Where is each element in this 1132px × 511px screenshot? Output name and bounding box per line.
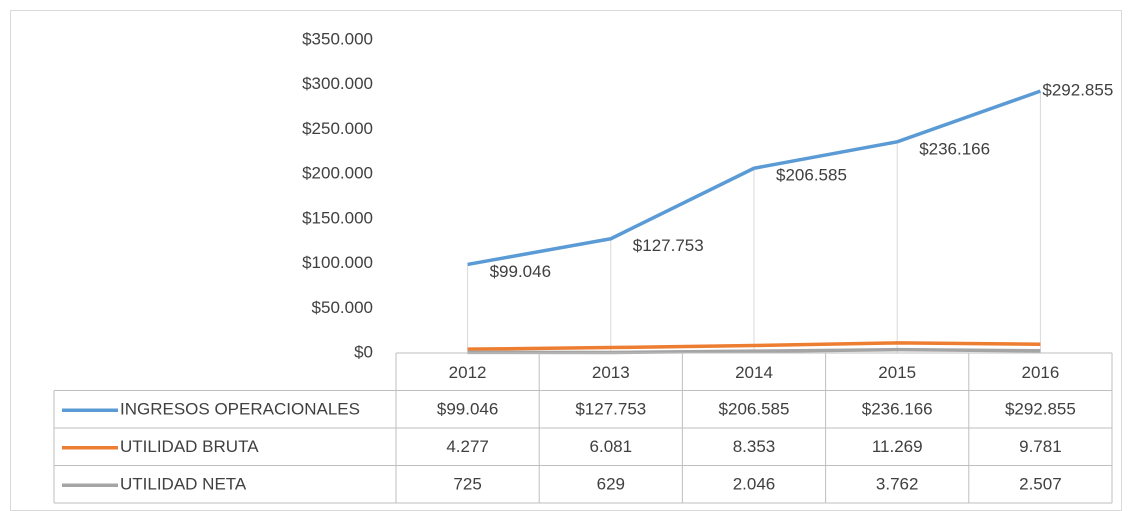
- table-cell: 9.781: [1019, 437, 1062, 456]
- table-cell: 2.046: [733, 475, 776, 494]
- chart-border: [10, 10, 1122, 511]
- y-tick-label: $100.000: [302, 253, 373, 272]
- y-tick-label: $300.000: [302, 74, 373, 93]
- x-tick-label: 2012: [449, 363, 487, 382]
- table-cell: $99.046: [437, 400, 498, 419]
- data-label: $236.166: [919, 139, 990, 158]
- table-cell: $206.585: [719, 400, 790, 419]
- data-label: $127.753: [633, 236, 704, 255]
- y-tick-label: $250.000: [302, 119, 373, 138]
- y-tick-label: $200.000: [302, 164, 373, 183]
- table-cell: 725: [453, 475, 481, 494]
- x-tick-label: 2014: [735, 363, 773, 382]
- x-tick-label: 2013: [592, 363, 630, 382]
- table-cell: 6.081: [590, 437, 633, 456]
- data-label: $99.046: [490, 262, 551, 281]
- table-cell: 3.762: [876, 475, 919, 494]
- table-cell: 629: [597, 475, 625, 494]
- table-cell: 8.353: [733, 437, 776, 456]
- x-tick-label: 2016: [1021, 363, 1059, 382]
- series-line: [467, 347, 1041, 355]
- y-tick-label: $0: [354, 342, 373, 361]
- x-tick-label: 2015: [878, 363, 916, 382]
- y-tick-label: $350.000: [302, 29, 373, 48]
- legend-label: INGRESOS OPERACIONALES: [120, 400, 360, 419]
- series-line: [467, 89, 1041, 267]
- y-tick-label: $50.000: [312, 298, 373, 317]
- table-cell: $292.855: [1005, 400, 1076, 419]
- series-line: [467, 341, 1041, 351]
- legend-label: UTILIDAD BRUTA: [120, 437, 259, 456]
- table-cell: 11.269: [872, 437, 923, 456]
- table-cell: 2.507: [1019, 475, 1062, 494]
- table-cell: $127.753: [575, 400, 646, 419]
- table-cell: $236.166: [862, 400, 933, 419]
- y-tick-label: $150.000: [302, 208, 373, 227]
- data-label: $292.855: [1042, 81, 1113, 100]
- table-cell: 4.277: [446, 437, 489, 456]
- data-label: $206.585: [776, 166, 847, 185]
- legend-label: UTILIDAD NETA: [120, 475, 247, 494]
